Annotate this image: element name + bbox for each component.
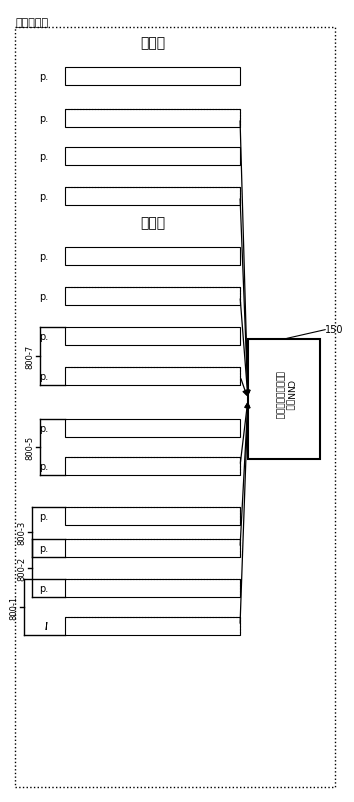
Text: p.: p. [39, 292, 48, 302]
Text: CNN基盤
インループフィルタ: CNN基盤 インループフィルタ [274, 371, 294, 419]
Text: I: I [45, 622, 48, 631]
Text: 800-3: 800-3 [17, 520, 26, 545]
Text: p.: p. [39, 543, 48, 553]
Bar [65, 188, 240, 206]
Bar [65, 327, 240, 346]
Text: 800-1: 800-1 [9, 595, 18, 619]
Text: 800-7: 800-7 [25, 344, 34, 369]
Bar [65, 367, 240, 386]
Text: p.: p. [39, 152, 48, 162]
Bar [65, 618, 240, 635]
Text: ・・・: ・・・ [140, 216, 165, 229]
Text: ・・・: ・・・ [140, 36, 165, 50]
Text: p.: p. [39, 583, 48, 593]
Bar [65, 508, 240, 525]
Text: 800-2: 800-2 [17, 557, 26, 581]
Bar [65, 288, 240, 306]
Text: p.: p. [39, 192, 48, 202]
Bar [65, 457, 240, 476]
Text: p.: p. [39, 512, 48, 521]
Bar [65, 419, 240, 437]
Bar [65, 68, 240, 86]
Text: p.: p. [39, 72, 48, 82]
Text: I: I [45, 622, 48, 631]
Bar [65, 110, 240, 128]
Text: 800-5: 800-5 [25, 435, 34, 460]
Text: p.: p. [39, 114, 48, 124]
Text: p.: p. [39, 423, 48, 433]
Text: 【図１８】: 【図１８】 [15, 18, 48, 28]
Bar [65, 248, 240, 265]
Text: p.: p. [39, 331, 48, 342]
FancyBboxPatch shape [248, 339, 320, 460]
Text: 150: 150 [325, 325, 343, 334]
Text: p.: p. [39, 371, 48, 382]
Text: p.: p. [39, 461, 48, 472]
Bar [65, 148, 240, 166]
Bar [65, 539, 240, 557]
Text: p.: p. [39, 252, 48, 261]
Bar [65, 579, 240, 597]
